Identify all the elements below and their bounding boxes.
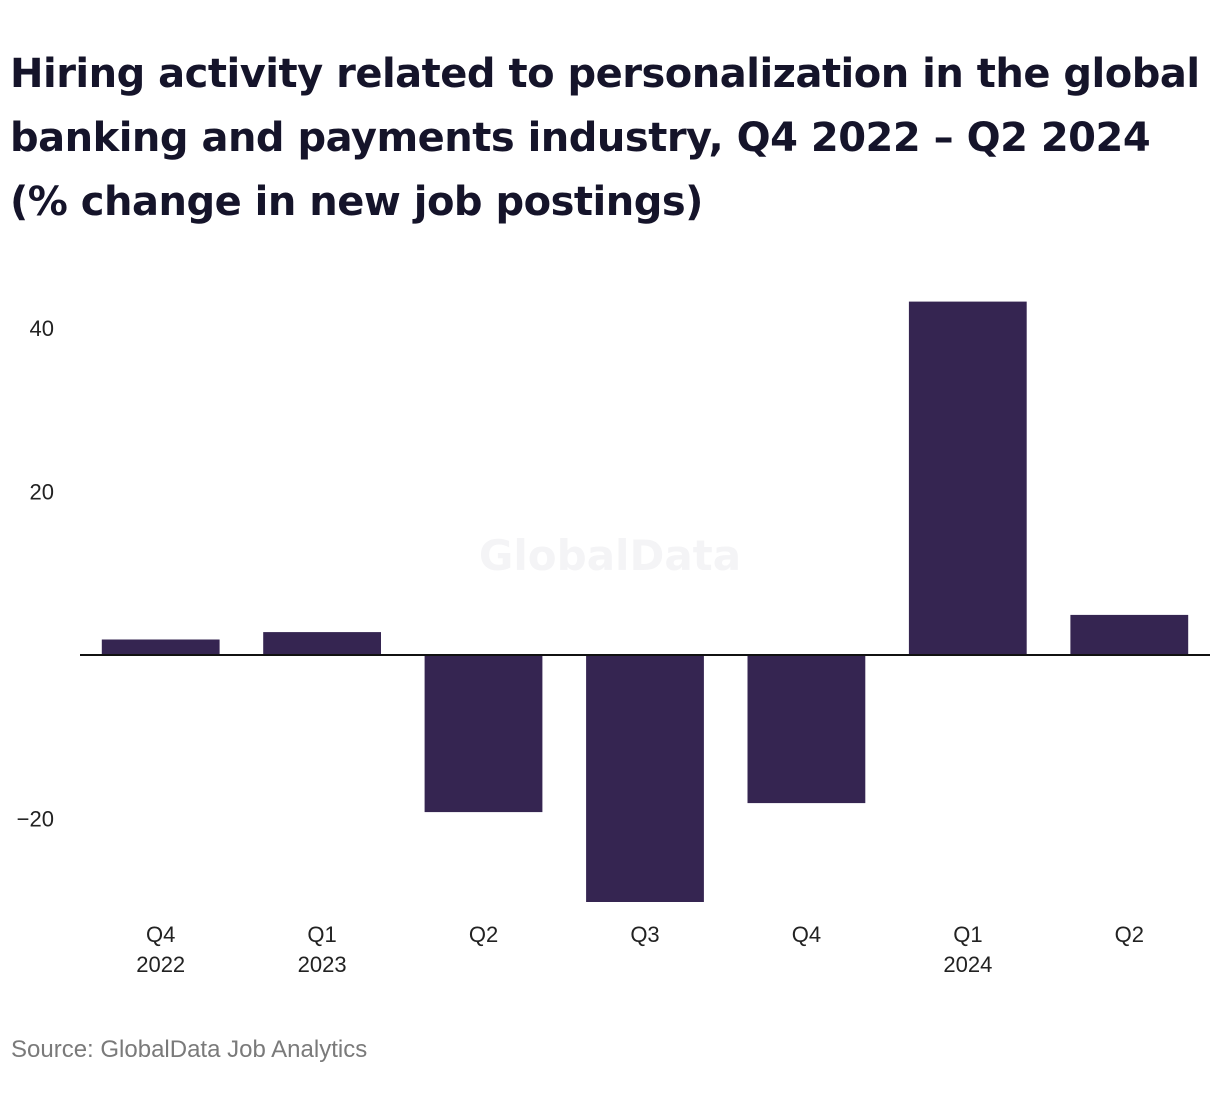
x-tick-label-quarter: Q1 xyxy=(307,922,336,947)
source-note: Source: GlobalData Job Analytics xyxy=(11,1036,368,1063)
x-tick-label-year: 2024 xyxy=(943,952,992,977)
bar-5 xyxy=(747,655,866,804)
x-tick-label-quarter: Q1 xyxy=(953,922,982,947)
bars-group xyxy=(101,301,1189,902)
bar-7 xyxy=(1070,614,1189,655)
x-axis-labels: Q4 2022 Q1 2023 Q2 Q3 Q4 Q1 2024 Q2 xyxy=(136,922,1144,977)
x-tick-label-quarter: Q4 xyxy=(146,922,175,947)
bar-4 xyxy=(586,655,704,902)
chart-title: Hiring activity related to personalizati… xyxy=(10,51,1200,225)
y-tick-label: −20 xyxy=(17,807,54,832)
bar-1 xyxy=(101,639,220,655)
y-tick-label: 40 xyxy=(30,316,54,341)
x-tick-label-year: 2022 xyxy=(136,952,185,977)
bar-6 xyxy=(908,301,1027,655)
y-tick-label: 20 xyxy=(30,479,54,504)
bar-3 xyxy=(424,655,543,813)
x-tick-label-quarter: Q3 xyxy=(630,922,659,947)
bar-2 xyxy=(263,632,381,655)
watermark-text: GlobalData xyxy=(479,531,741,580)
x-tick-label-quarter: Q2 xyxy=(469,922,498,947)
x-tick-label-quarter: Q4 xyxy=(792,922,821,947)
y-axis-ticks: 40 20 −20 xyxy=(17,316,54,832)
x-tick-label-year: 2023 xyxy=(298,952,347,977)
x-tick-label-quarter: Q2 xyxy=(1115,922,1144,947)
